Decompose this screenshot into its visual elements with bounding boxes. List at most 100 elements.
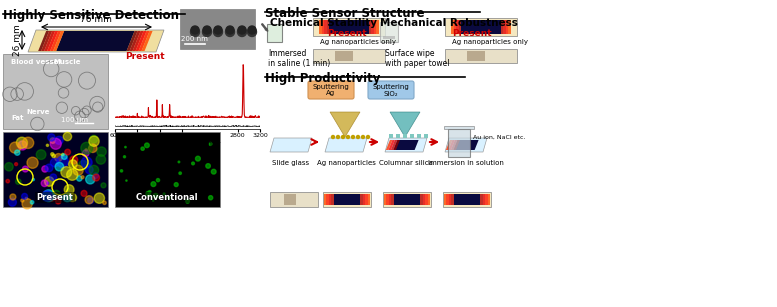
Circle shape [2, 176, 11, 185]
Circle shape [19, 171, 29, 181]
Circle shape [120, 172, 124, 176]
Polygon shape [56, 31, 134, 51]
Bar [480, 194, 483, 205]
Polygon shape [446, 140, 452, 150]
Circle shape [45, 198, 50, 203]
Text: Mechanical Robustness: Mechanical Robustness [380, 18, 518, 28]
Bar [485, 194, 488, 205]
Polygon shape [454, 140, 479, 150]
Bar [392, 194, 394, 205]
Bar [445, 49, 517, 63]
Polygon shape [127, 31, 138, 51]
Circle shape [99, 197, 107, 206]
Circle shape [347, 135, 350, 138]
Circle shape [336, 135, 340, 138]
Bar [394, 194, 420, 205]
Circle shape [191, 147, 193, 149]
Circle shape [98, 159, 110, 171]
Bar [396, 134, 400, 138]
Bar [420, 194, 423, 205]
Circle shape [367, 135, 370, 138]
Circle shape [85, 132, 93, 140]
Circle shape [75, 200, 82, 207]
Circle shape [78, 193, 81, 196]
Bar [319, 20, 322, 34]
Circle shape [77, 170, 86, 179]
Circle shape [16, 183, 26, 193]
Circle shape [18, 137, 30, 149]
Bar [180, 9, 255, 49]
Circle shape [77, 191, 85, 199]
Polygon shape [135, 31, 147, 51]
Bar [313, 49, 385, 63]
Circle shape [68, 157, 75, 163]
Bar [467, 51, 485, 61]
Text: Present: Present [37, 193, 74, 202]
Bar [369, 20, 371, 34]
Circle shape [29, 165, 40, 176]
Text: Chemical Stability: Chemical Stability [270, 18, 377, 28]
Bar [329, 194, 331, 205]
Circle shape [44, 155, 47, 158]
Text: Sputtering
Ag: Sputtering Ag [312, 84, 350, 96]
Bar [388, 194, 392, 205]
Text: Surface wipe
with paper towel: Surface wipe with paper towel [385, 49, 450, 68]
Circle shape [238, 26, 246, 34]
Bar [361, 194, 363, 205]
Circle shape [60, 135, 64, 139]
Bar [417, 134, 421, 138]
Circle shape [206, 188, 207, 189]
Bar [115, 132, 220, 207]
Text: Highly Sensitive Detection: Highly Sensitive Detection [3, 9, 179, 22]
Circle shape [179, 175, 182, 178]
Circle shape [8, 178, 12, 183]
Bar [456, 20, 458, 34]
Circle shape [357, 135, 360, 138]
Bar [384, 194, 386, 205]
Bar [3, 132, 108, 207]
Circle shape [87, 149, 92, 153]
Bar [324, 194, 326, 205]
Circle shape [64, 181, 73, 191]
Circle shape [127, 161, 131, 165]
Circle shape [197, 162, 199, 165]
Bar [284, 194, 296, 205]
Text: Present: Present [327, 29, 367, 38]
Text: Ag nanoparticles: Ag nanoparticles [316, 160, 375, 166]
Circle shape [176, 142, 177, 143]
Bar [451, 194, 454, 205]
Polygon shape [454, 140, 460, 150]
Circle shape [16, 133, 21, 138]
Bar [386, 194, 388, 205]
Circle shape [21, 166, 26, 171]
FancyBboxPatch shape [308, 81, 354, 99]
Circle shape [332, 135, 335, 138]
Circle shape [97, 134, 102, 139]
Bar [3, 54, 108, 129]
Circle shape [97, 192, 103, 198]
Circle shape [140, 184, 142, 186]
Polygon shape [330, 112, 360, 137]
FancyArrow shape [262, 24, 268, 31]
Text: Au ion, NaCl etc.: Au ion, NaCl etc. [473, 134, 525, 139]
Bar [444, 194, 446, 205]
Circle shape [34, 155, 39, 160]
Polygon shape [386, 140, 392, 150]
Circle shape [26, 147, 36, 156]
Polygon shape [325, 138, 367, 152]
Circle shape [9, 138, 12, 141]
Text: Present: Present [452, 29, 492, 38]
Circle shape [54, 165, 57, 168]
Circle shape [50, 145, 59, 154]
Circle shape [214, 28, 222, 37]
Polygon shape [448, 140, 455, 150]
Circle shape [92, 142, 102, 152]
Polygon shape [138, 31, 149, 51]
Circle shape [19, 150, 23, 153]
Polygon shape [53, 31, 64, 51]
Circle shape [17, 181, 19, 183]
Circle shape [147, 190, 152, 195]
Bar [374, 20, 376, 34]
Bar [454, 194, 480, 205]
Circle shape [9, 161, 18, 170]
